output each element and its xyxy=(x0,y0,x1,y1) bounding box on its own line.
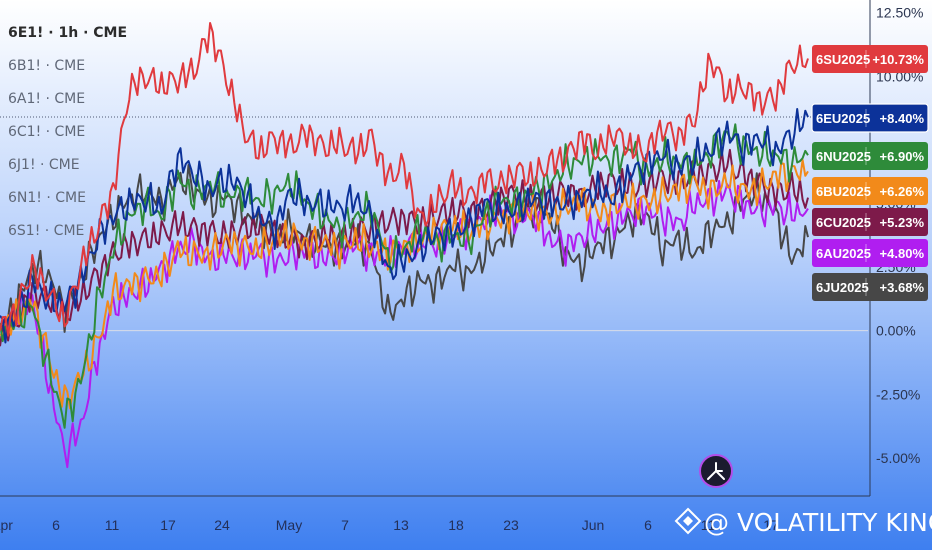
series-tag-6CU2025 xyxy=(812,208,928,236)
y-tick-label: 12.50% xyxy=(876,5,923,21)
series-tag-value: +6.26% xyxy=(880,184,925,199)
legend-symbol[interactable]: 6S1! · CME xyxy=(8,223,84,239)
series-line-6AU2025 xyxy=(0,179,809,469)
x-tick-label: 11 xyxy=(701,517,716,533)
x-tick-label: 17 xyxy=(160,517,176,533)
legend-symbol[interactable]: 6B1! · CME xyxy=(8,58,85,74)
replay-icon[interactable] xyxy=(699,454,733,488)
series-tag-6BU2025 xyxy=(812,177,928,205)
x-tick-label: Jun xyxy=(582,517,605,533)
series-tag-value: +3.68% xyxy=(880,280,925,295)
series-line-6EU2025 xyxy=(0,108,809,344)
series-tag-value: +8.40% xyxy=(880,111,925,126)
series-tag-value: +4.80% xyxy=(880,246,925,261)
x-tick-label: 17 xyxy=(763,517,779,533)
x-tick-label: Apr xyxy=(0,517,13,533)
legend-symbol[interactable]: 6N1! · CME xyxy=(8,190,86,206)
x-tick-label: 7 xyxy=(341,517,349,533)
series-tag-name: 6NU2025 xyxy=(816,149,871,164)
series-tag-outline xyxy=(811,103,929,133)
series-tag-value: +6.90% xyxy=(880,149,925,164)
legend-symbol[interactable]: 6J1! · CME xyxy=(8,157,80,173)
x-tick-label: 11 xyxy=(105,517,120,533)
series-tag-6AU2025 xyxy=(812,239,928,267)
series-line-6NU2025 xyxy=(0,123,809,429)
series-tag-name: 6CU2025 xyxy=(816,215,871,230)
series-tag-6NU2025 xyxy=(812,142,928,170)
legend-symbol[interactable]: 6C1! · CME xyxy=(8,124,85,140)
series-tag-6JU2025 xyxy=(812,273,928,301)
legend-symbol[interactable]: 6E1! · 1h · CME xyxy=(8,25,127,41)
series-tag-name: 6SU2025 xyxy=(816,52,870,67)
x-tick-label: 6 xyxy=(52,517,60,533)
series-tag-value: +10.73% xyxy=(872,52,924,67)
series-tag-6EU2025 xyxy=(812,104,928,132)
series-line-6BU2025 xyxy=(0,158,809,410)
series-tag-name: 6JU2025 xyxy=(816,280,869,295)
watermark: @ VOLATILITY KING xyxy=(674,507,932,537)
watermark-logo-icon xyxy=(674,507,702,535)
y-tick-label: 0.00% xyxy=(876,323,916,339)
series-tag-name: 6AU2025 xyxy=(816,246,871,261)
x-tick-label: 13 xyxy=(393,517,409,533)
series-tag-name: 6EU2025 xyxy=(816,111,870,126)
series-tag-value: +5.23% xyxy=(880,215,925,230)
series-tag-6SU2025 xyxy=(812,45,928,73)
x-tick-label: 24 xyxy=(214,517,230,533)
watermark-text: @ VOLATILITY KING xyxy=(704,508,932,537)
y-tick-label: -2.50% xyxy=(876,386,920,402)
x-tick-label: May xyxy=(276,517,302,533)
y-tick-label: -5.00% xyxy=(876,450,920,466)
series-tag-name: 6BU2025 xyxy=(816,184,871,199)
x-tick-label: 23 xyxy=(503,517,519,533)
x-tick-label: 6 xyxy=(644,517,652,533)
x-tick-label: 18 xyxy=(448,517,464,533)
series-line-6SU2025 xyxy=(0,22,809,337)
legend-symbol[interactable]: 6A1! · CME xyxy=(8,91,85,107)
